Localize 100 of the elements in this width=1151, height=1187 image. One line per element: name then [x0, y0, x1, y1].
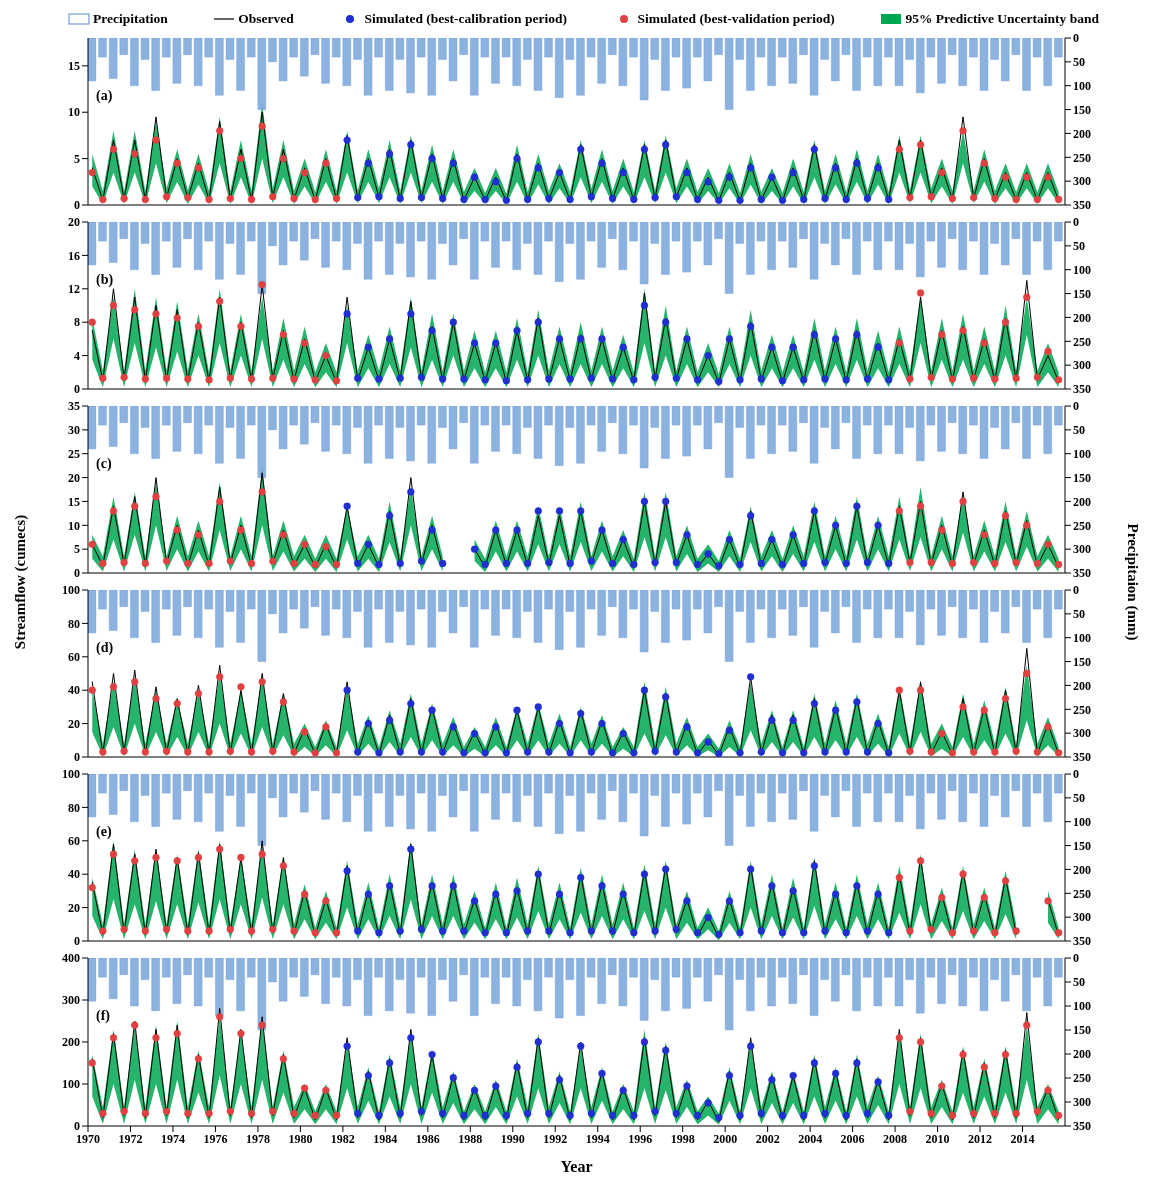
point [481, 1111, 489, 1120]
point [524, 195, 532, 204]
point [800, 749, 808, 757]
point [439, 748, 447, 756]
point [322, 159, 330, 167]
point [608, 749, 617, 757]
point [970, 193, 978, 202]
point [651, 747, 659, 755]
point [757, 375, 765, 383]
point [428, 526, 436, 534]
point [927, 1109, 935, 1118]
point [396, 748, 404, 756]
point [991, 194, 999, 203]
point [141, 559, 149, 568]
point [428, 706, 436, 714]
point [768, 882, 776, 890]
point [332, 560, 341, 569]
point [1012, 558, 1020, 567]
point [375, 1111, 383, 1120]
point [247, 195, 256, 204]
point [470, 339, 479, 347]
x-tick-label: 2002 [755, 1131, 780, 1146]
point [237, 853, 245, 862]
point [439, 559, 447, 568]
point [800, 195, 808, 204]
point [651, 193, 659, 202]
y-tick-label: 10 [68, 518, 80, 533]
point [853, 331, 861, 339]
y-axis-title: Streamflow (cumecs) [12, 514, 29, 650]
x-tick-label: 1982 [330, 1131, 355, 1146]
point [534, 703, 542, 711]
point [693, 560, 702, 569]
point [863, 558, 872, 567]
point [747, 512, 755, 520]
point [300, 1084, 309, 1092]
point [970, 927, 978, 935]
y2-tick-label: 200 [1073, 1047, 1091, 1062]
point [300, 890, 309, 898]
x-tick-label: 1990 [500, 1131, 525, 1146]
point [1033, 559, 1042, 568]
point [757, 559, 765, 568]
point [290, 559, 298, 568]
point [938, 729, 946, 738]
point [587, 1109, 596, 1118]
point [364, 890, 373, 898]
point [693, 749, 702, 757]
point [545, 927, 553, 935]
point [693, 929, 702, 937]
point [853, 698, 861, 706]
point [205, 1109, 213, 1118]
point [524, 1109, 532, 1118]
point [704, 1099, 712, 1107]
point [725, 726, 734, 734]
y2-tick-label: 350 [1073, 750, 1091, 765]
point [948, 1111, 957, 1120]
point [651, 558, 659, 567]
point [502, 929, 511, 937]
point [747, 865, 755, 873]
point [247, 1109, 256, 1118]
point [874, 164, 882, 172]
annotation: (c) [96, 456, 112, 473]
point [109, 683, 118, 691]
point [534, 164, 542, 172]
y2-tick-label: 150 [1073, 1023, 1091, 1038]
point [88, 1059, 96, 1067]
point [226, 194, 234, 203]
point [205, 195, 213, 204]
point [247, 748, 256, 756]
point [789, 716, 797, 724]
point [948, 749, 957, 757]
x-tick-label: 1978 [245, 1131, 270, 1146]
point [1044, 723, 1052, 731]
point [492, 890, 500, 898]
point [322, 1086, 330, 1094]
y-tick-label: 20 [68, 900, 80, 915]
x-tick-label: 2000 [713, 1131, 738, 1146]
point [853, 1059, 861, 1067]
y-tick-label: 0 [74, 1119, 80, 1134]
point [417, 748, 426, 756]
point [216, 297, 224, 305]
point [566, 559, 574, 568]
point [216, 673, 224, 681]
point [545, 375, 553, 383]
point [173, 857, 181, 865]
point [630, 560, 638, 569]
point [906, 1107, 914, 1115]
point [1044, 540, 1052, 549]
point [184, 927, 192, 935]
point [693, 1111, 702, 1120]
point [247, 375, 256, 383]
point [810, 507, 819, 515]
point [194, 164, 203, 172]
y2-tick-label: 300 [1073, 542, 1091, 557]
y-tick-label: 30 [68, 423, 80, 438]
point [715, 377, 723, 386]
point [216, 845, 224, 853]
point [407, 310, 415, 318]
point [842, 195, 850, 204]
point [428, 154, 436, 163]
point [916, 686, 925, 694]
